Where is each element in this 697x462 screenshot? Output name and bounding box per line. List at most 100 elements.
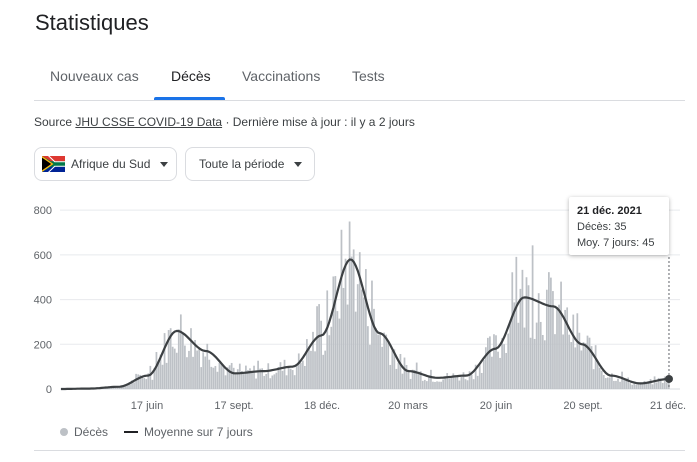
daily-deaths-bar xyxy=(444,377,447,389)
daily-deaths-bar xyxy=(539,321,542,389)
daily-deaths-bar xyxy=(450,377,453,389)
daily-deaths-bar xyxy=(271,375,274,389)
daily-deaths-bar xyxy=(340,229,343,389)
daily-deaths-bar xyxy=(578,332,581,389)
x-tick-label: 20 mars xyxy=(388,400,428,412)
daily-deaths-bar xyxy=(348,221,351,389)
daily-deaths-bar xyxy=(580,350,583,389)
daily-deaths-bar xyxy=(663,376,666,389)
daily-deaths-bar xyxy=(344,258,347,389)
daily-deaths-bar xyxy=(609,377,611,389)
daily-deaths-bar xyxy=(515,256,518,389)
country-select[interactable]: Afrique du Sud xyxy=(34,147,177,181)
daily-deaths-bar xyxy=(208,359,211,389)
daily-deaths-bar xyxy=(202,352,205,389)
daily-deaths-bar xyxy=(342,287,345,389)
daily-deaths-bar xyxy=(289,368,292,389)
daily-deaths-bar xyxy=(411,369,414,389)
daily-deaths-bar xyxy=(653,376,656,389)
daily-deaths-bar xyxy=(200,367,203,389)
daily-deaths-bar xyxy=(405,364,408,389)
daily-deaths-bar xyxy=(182,333,184,389)
daily-deaths-bar xyxy=(253,365,255,389)
daily-deaths-bar xyxy=(466,380,469,389)
daily-deaths-bar xyxy=(277,366,280,389)
daily-deaths-bar xyxy=(161,364,164,389)
daily-deaths-bar xyxy=(234,373,237,389)
daily-deaths-bar xyxy=(484,347,487,389)
daily-deaths-bar xyxy=(322,354,325,389)
daily-deaths-bar xyxy=(338,318,341,389)
daily-deaths-bar xyxy=(133,382,135,389)
daily-deaths-bar xyxy=(499,357,501,389)
daily-deaths-bar xyxy=(647,381,650,389)
daily-deaths-bar xyxy=(145,379,148,389)
chart-tooltip: 21 déc. 2021 Décès: 35 Moy. 7 jours: 45 xyxy=(569,197,669,255)
daily-deaths-bar xyxy=(362,297,365,389)
tab-tests[interactable]: Tests xyxy=(352,68,385,84)
daily-deaths-bar xyxy=(415,362,418,389)
daily-deaths-bar xyxy=(356,284,359,389)
daily-deaths-bar xyxy=(545,289,548,389)
daily-deaths-bar xyxy=(558,304,560,389)
period-select[interactable]: Toute la période xyxy=(185,147,315,181)
daily-deaths-bar xyxy=(543,340,546,389)
chevron-down-icon xyxy=(160,161,169,167)
daily-deaths-bar xyxy=(525,277,528,389)
daily-deaths-bar xyxy=(501,338,503,389)
daily-deaths-bar xyxy=(635,384,638,389)
daily-deaths-bar xyxy=(255,378,257,389)
daily-deaths-bar xyxy=(582,342,585,389)
daily-deaths-bar xyxy=(312,331,314,389)
daily-deaths-bar xyxy=(267,363,270,389)
daily-deaths-bar xyxy=(623,379,625,389)
daily-deaths-bar xyxy=(291,370,294,389)
daily-deaths-bar xyxy=(574,347,577,389)
page-title: Statistiques xyxy=(35,10,149,35)
daily-deaths-bar xyxy=(489,336,491,389)
daily-deaths-bar xyxy=(655,382,658,389)
daily-deaths-bar xyxy=(141,376,144,389)
daily-deaths-bar xyxy=(249,368,251,389)
daily-deaths-bar xyxy=(385,334,388,389)
daily-deaths-bar xyxy=(391,350,394,389)
daily-deaths-bar xyxy=(220,362,223,389)
source-updated: · Dernière mise à jour : il y a 2 jours xyxy=(225,115,415,129)
daily-deaths-bar xyxy=(135,373,137,389)
daily-deaths-bar xyxy=(442,379,444,389)
daily-deaths-bar xyxy=(137,374,139,389)
x-tick-label: 20 juin xyxy=(480,400,512,412)
daily-deaths-bar xyxy=(413,369,416,389)
daily-deaths-bar xyxy=(332,276,335,389)
daily-deaths-bar xyxy=(456,376,459,389)
daily-deaths-bar xyxy=(617,378,619,389)
legend-deaths: Décès xyxy=(74,425,109,439)
daily-deaths-bar xyxy=(328,335,331,389)
daily-deaths-bar xyxy=(529,337,532,389)
source-line: Source JHU CSSE COVID-19 Data · Dernière… xyxy=(34,115,415,129)
daily-deaths-bar xyxy=(438,381,440,389)
source-link[interactable]: JHU CSSE COVID-19 Data xyxy=(75,115,223,129)
daily-deaths-bar xyxy=(230,362,233,389)
y-tick-label: 600 xyxy=(34,250,52,262)
daily-deaths-bar xyxy=(517,322,520,389)
daily-deaths-bar xyxy=(409,378,412,389)
daily-deaths-bar xyxy=(393,349,396,389)
tab-deces[interactable]: Décès xyxy=(171,68,211,84)
daily-deaths-bar xyxy=(224,375,227,389)
active-tab-indicator xyxy=(154,97,225,100)
chart-bars xyxy=(64,221,670,389)
daily-deaths-bar xyxy=(281,370,284,389)
daily-deaths-bar xyxy=(222,365,225,389)
daily-deaths-bar xyxy=(454,374,457,389)
tab-vaccinations[interactable]: Vaccinations xyxy=(242,68,321,84)
daily-deaths-bar xyxy=(218,362,221,389)
daily-deaths-bar xyxy=(633,381,636,389)
daily-deaths-bar xyxy=(446,373,449,389)
daily-deaths-bar xyxy=(639,384,642,389)
daily-deaths-bar xyxy=(426,381,428,389)
x-tick-label: 17 juin xyxy=(131,400,163,412)
x-tick-label: 17 sept. xyxy=(214,400,253,412)
daily-deaths-bar xyxy=(198,349,200,389)
tab-nouveaux-cas[interactable]: Nouveaux cas xyxy=(50,68,139,84)
